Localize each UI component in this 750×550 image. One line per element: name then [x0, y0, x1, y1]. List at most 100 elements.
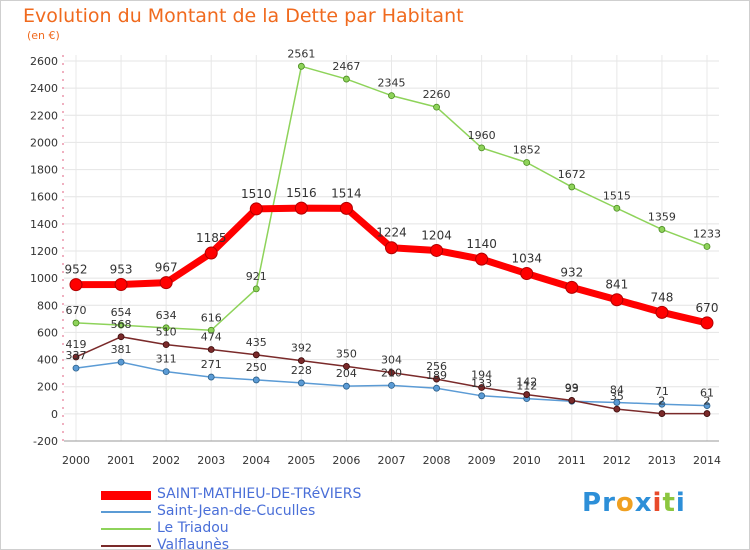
y-tick-label: 600 [37, 326, 58, 339]
data-label: 2561 [287, 47, 315, 60]
data-label: 1233 [693, 228, 721, 241]
data-label: 967 [155, 261, 178, 275]
data-label: 419 [66, 338, 87, 351]
data-point [388, 92, 395, 100]
data-label: 568 [111, 318, 132, 331]
data-label: 35 [610, 390, 624, 403]
x-tick-label: 2013 [648, 454, 676, 467]
data-point [297, 62, 305, 70]
data-label: 194 [471, 369, 492, 382]
logo-letter: t [662, 488, 676, 518]
data-label: 510 [156, 326, 177, 339]
data-label: 61 [700, 387, 714, 400]
data-label: 2260 [423, 88, 451, 101]
data-label: 228 [291, 364, 312, 377]
data-point [117, 333, 125, 341]
data-label: 1185 [196, 231, 227, 245]
data-point [72, 353, 80, 361]
data-point [207, 346, 215, 353]
data-point [162, 324, 170, 332]
data-label: 2467 [332, 60, 360, 73]
data-label: 1672 [558, 168, 586, 181]
data-label: 634 [156, 309, 177, 322]
data-label: 670 [696, 301, 719, 315]
data-label: 210 [381, 366, 402, 379]
data-label: 1359 [648, 210, 676, 223]
legend-label: Valflaunès [157, 537, 230, 550]
data-point [520, 267, 534, 281]
data-label: 311 [156, 353, 177, 366]
data-point [117, 358, 125, 366]
data-label: 350 [336, 347, 357, 360]
data-label: 2345 [378, 77, 406, 90]
data-label: 654 [111, 306, 132, 319]
data-label: 2 [658, 395, 665, 408]
data-point [658, 400, 666, 408]
data-point [568, 183, 576, 191]
data-point [252, 351, 260, 359]
data-point [478, 144, 486, 152]
data-point [568, 397, 576, 404]
data-label: 1852 [513, 144, 541, 157]
data-label: 1516 [286, 186, 317, 200]
logo-letter: r [602, 488, 616, 518]
data-point [658, 410, 666, 417]
data-point [658, 226, 666, 233]
data-point [433, 103, 440, 111]
data-point [703, 243, 711, 250]
data-label: 392 [291, 342, 312, 355]
data-point [117, 321, 125, 329]
x-tick-label: 2001 [107, 454, 135, 467]
data-label: 133 [471, 377, 492, 390]
x-tick-label: 2009 [468, 454, 496, 467]
data-point [343, 75, 350, 83]
data-point [655, 305, 669, 319]
data-label: 93 [565, 382, 579, 395]
data-point [343, 382, 350, 390]
y-tick-label: 0 [51, 408, 58, 421]
data-point [114, 278, 128, 292]
data-point [523, 159, 531, 166]
data-point [252, 285, 260, 293]
data-label: 1034 [511, 252, 542, 266]
legend-label: Le Triadou [157, 520, 229, 536]
data-label: 952 [65, 263, 88, 277]
data-label: 921 [246, 270, 267, 283]
y-tick-label: 2200 [30, 109, 58, 122]
x-tick-label: 2014 [693, 454, 721, 467]
data-label: 99 [565, 381, 579, 394]
data-point [294, 201, 308, 215]
data-label: 474 [201, 331, 222, 344]
data-point [207, 373, 215, 381]
data-point [162, 341, 170, 349]
data-point [72, 364, 80, 372]
proxiti-logo: Proxiti [582, 488, 686, 518]
data-label: 256 [426, 360, 447, 373]
x-tick-label: 2012 [603, 454, 631, 467]
data-point [613, 405, 621, 413]
legend-swatch [101, 545, 151, 547]
x-tick-label: 2005 [287, 454, 315, 467]
data-label: 1960 [468, 129, 496, 142]
x-tick-label: 2004 [242, 454, 270, 467]
y-tick-label: 1000 [30, 272, 58, 285]
data-point [433, 375, 440, 383]
y-tick-label: 1200 [30, 245, 58, 258]
x-tick-label: 2002 [152, 454, 180, 467]
x-tick-label: 2003 [197, 454, 225, 467]
x-tick-label: 2008 [423, 454, 451, 467]
y-tick-label: 200 [37, 381, 58, 394]
data-label: 71 [655, 385, 669, 398]
data-label: 84 [610, 383, 624, 396]
data-point [207, 326, 215, 334]
data-label: 1514 [331, 186, 362, 200]
data-label: 381 [111, 343, 132, 356]
legend-label: Saint-Jean-de-Cuculles [157, 503, 316, 519]
data-label: 189 [426, 369, 447, 382]
y-tick-label: 1800 [30, 164, 58, 177]
x-tick-label: 2006 [332, 454, 360, 467]
chart-title: Evolution du Montant de la Dette par Hab… [23, 5, 464, 27]
y-tick-label: 2600 [30, 55, 58, 68]
data-label: 1224 [376, 226, 407, 240]
